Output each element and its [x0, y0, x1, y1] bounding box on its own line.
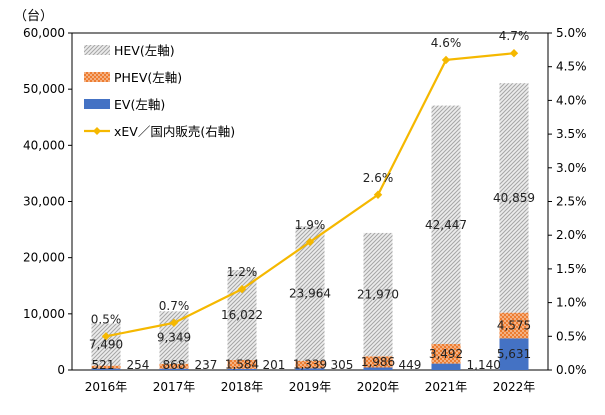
x-tick-label: 2022年	[493, 380, 536, 394]
label-ratio-5: 2.6%	[363, 171, 394, 185]
label-hev-7: 40,859	[493, 191, 535, 205]
label-hev-2: 9,349	[157, 331, 191, 345]
bar-hev-5	[363, 232, 393, 357]
bar-phev-3	[227, 359, 257, 369]
label-ev-4: 305	[331, 358, 354, 372]
label-phev-3: 1,584	[225, 357, 259, 371]
bar-ev-5	[363, 367, 393, 370]
label-ev-1: 254	[127, 358, 150, 372]
label-ev-6: 1,140	[467, 358, 501, 372]
right-tick-label: 1.5%	[556, 262, 587, 276]
label-phev-6: 3,492	[429, 347, 463, 361]
legend-swatch-hev	[84, 45, 110, 55]
left-tick-label: 40,000	[23, 138, 65, 152]
bar-ev-1	[91, 368, 121, 370]
x-tick-label: 2016年	[85, 380, 128, 394]
left-tick-label: 30,000	[23, 195, 65, 209]
legend-label: xEV／国内販売(右軸)	[114, 124, 235, 139]
bar-phev-6	[431, 343, 461, 364]
label-hev-5: 21,970	[357, 288, 399, 302]
right-tick-label: 0.0%	[556, 363, 587, 377]
left-tick-label: 0	[57, 363, 65, 377]
bar-ev-2	[159, 368, 189, 370]
ratio-point-6	[441, 55, 451, 65]
label-ratio-2: 0.7%	[159, 299, 190, 313]
ratio-point-4	[305, 237, 315, 247]
bar-hev-6	[431, 105, 461, 344]
label-phev-2: 868	[163, 358, 186, 372]
axes: 0 10,000 20,000 30,000 40,000 50,000 60,000 0.0…	[23, 26, 587, 394]
bar-phev-2	[159, 363, 189, 369]
bars	[91, 83, 529, 370]
right-tick-label: 5.0%	[556, 26, 587, 40]
right-tick-label: 0.5%	[556, 329, 587, 343]
y-axis-unit-label: （台）	[14, 9, 53, 24]
x-tick-label: 2020年	[357, 380, 400, 394]
x-tick-label: 2019年	[289, 380, 332, 394]
right-tick-label: 4.5%	[556, 60, 587, 74]
label-phev-5: 1,986	[361, 355, 395, 369]
label-ratio-3: 1.2%	[227, 265, 258, 279]
right-tick-label: 3.0%	[556, 161, 587, 175]
bar-hev-7	[499, 83, 529, 313]
legend: HEV(左軸) PHEV(左軸) EV(左軸) xEV／国内販売(右軸)	[84, 43, 235, 139]
label-hev-6: 42,447	[425, 218, 467, 232]
label-ev-5: 449	[399, 358, 422, 372]
x-tick-label: 2018年	[221, 380, 264, 394]
label-ratio-4: 1.9%	[295, 218, 326, 232]
label-phev-1: 521	[92, 358, 115, 372]
x-tick-label: 2021年	[425, 380, 468, 394]
legend-label: PHEV(左軸)	[114, 70, 182, 85]
legend-label: EV(左軸)	[114, 97, 165, 112]
left-tick-label: 10,000	[23, 307, 65, 321]
left-tick-label: 60,000	[23, 26, 65, 40]
bar-phev-1	[91, 365, 121, 369]
data-labels: 7,490 521 254 0.5% 9,349 868 237 0.7% 16,022 1,58…	[89, 29, 535, 372]
right-tick-label: 1.0%	[556, 296, 587, 310]
label-ratio-1: 0.5%	[91, 312, 122, 326]
ratio-point-2	[169, 318, 179, 328]
label-hev-4: 23,964	[289, 286, 331, 300]
bar-hev-1	[91, 323, 121, 366]
label-ev-3: 201	[263, 358, 286, 372]
ratio-line	[101, 49, 519, 341]
left-tick-label: 20,000	[23, 251, 65, 265]
label-hev-1: 7,490	[89, 338, 123, 352]
right-tick-label: 3.5%	[556, 127, 587, 141]
bar-ev-7	[499, 338, 529, 370]
ratio-point-1	[101, 332, 111, 341]
label-ratio-6: 4.6%	[431, 36, 462, 50]
ratio-point-7	[509, 49, 519, 58]
label-ev-7: 5,631	[497, 347, 531, 361]
left-tick-label: 50,000	[23, 82, 65, 96]
right-tick-label: 2.0%	[556, 228, 587, 242]
bar-phev-5	[363, 356, 393, 368]
label-hev-3: 16,022	[221, 308, 263, 322]
label-ev-2: 237	[195, 358, 218, 372]
legend-swatch-phev	[84, 72, 110, 82]
ratio-point-5	[373, 190, 383, 199]
ratio-point-3	[237, 284, 247, 294]
label-phev-4: 1,339	[293, 358, 327, 372]
bar-phev-7	[499, 312, 529, 339]
bar-phev-4	[295, 360, 325, 369]
bar-ev-3	[227, 368, 257, 370]
right-tick-label: 2.5%	[556, 195, 587, 209]
legend-label: HEV(左軸)	[114, 43, 175, 58]
label-ratio-7: 4.7%	[499, 29, 530, 43]
bar-ev-4	[295, 368, 325, 370]
x-tick-label: 2017年	[153, 380, 196, 394]
legend-swatch-ratio-marker	[93, 127, 101, 135]
right-tick-label: 4.0%	[556, 93, 587, 107]
bar-ev-6	[431, 363, 461, 370]
label-phev-7: 4,575	[497, 319, 531, 333]
legend-swatch-ev	[84, 99, 110, 109]
